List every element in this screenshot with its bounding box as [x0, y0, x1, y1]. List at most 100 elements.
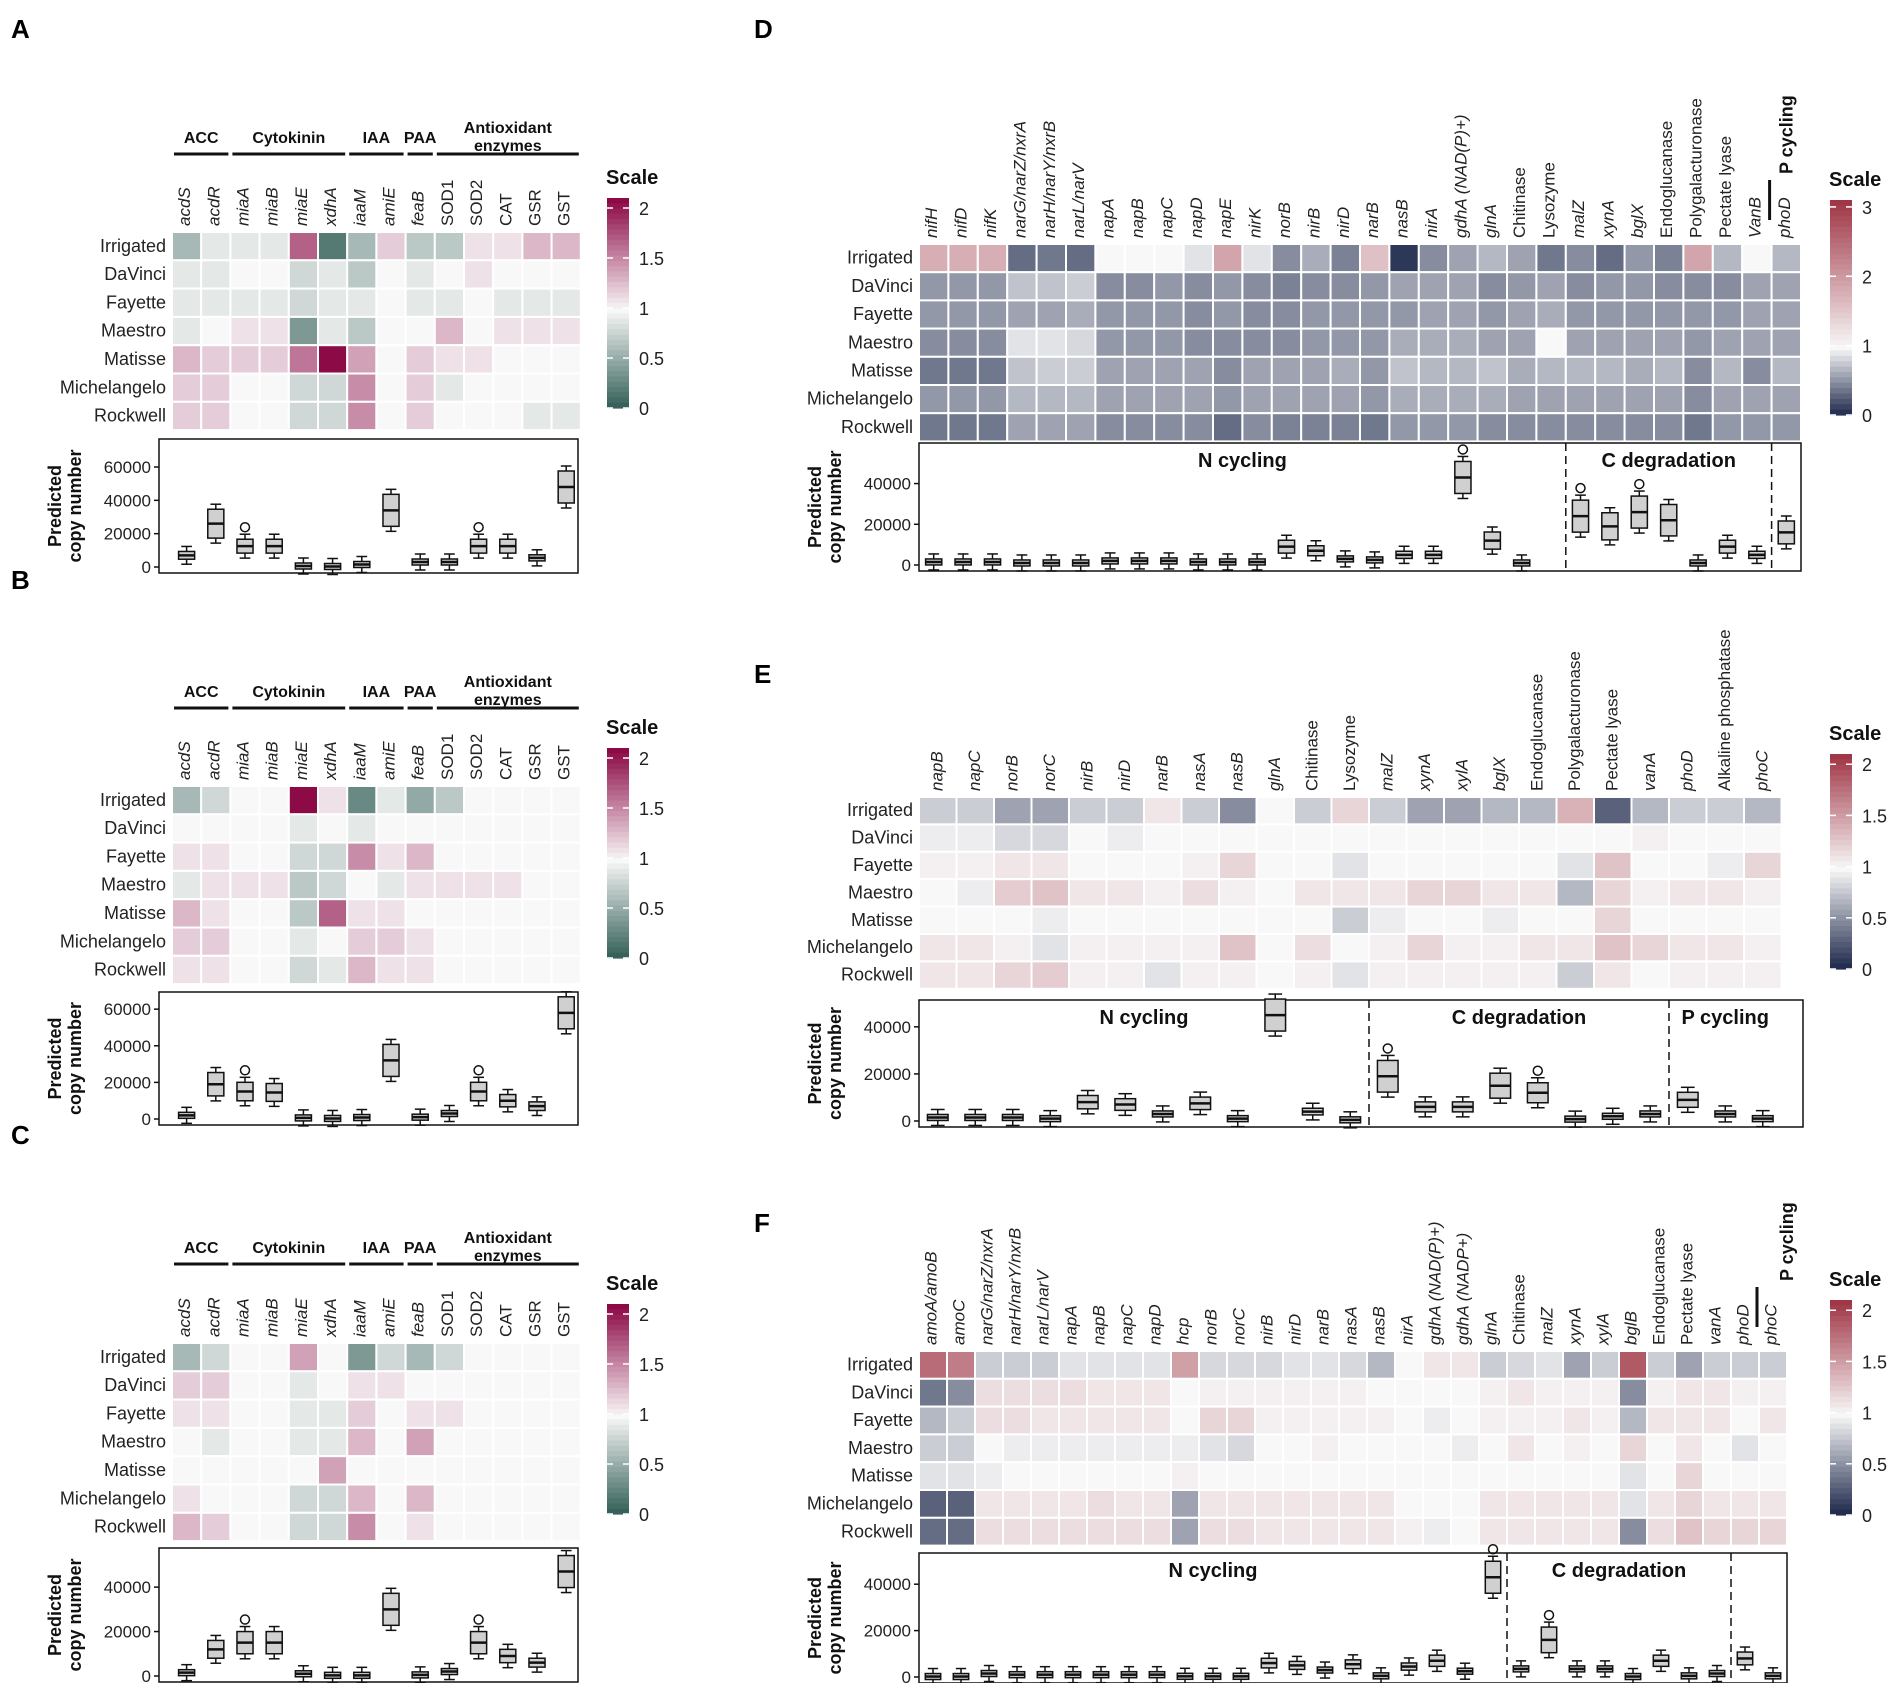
heat-cell [1218, 850, 1258, 881]
heat-cell [171, 372, 203, 403]
scale-swatch [1830, 764, 1852, 771]
scale-swatch [607, 1398, 629, 1405]
heat-cell [1535, 384, 1567, 415]
gene-label: napB [1128, 198, 1147, 238]
heat-cell [287, 869, 319, 901]
box [954, 553, 972, 571]
scale-tick-label: 1 [1862, 1404, 1872, 1424]
heat-cell [1478, 1516, 1508, 1547]
heat-cell [1114, 1461, 1144, 1491]
box [1512, 554, 1531, 572]
heat-cell [346, 400, 378, 432]
gene-label: narL/narV [1033, 1269, 1052, 1345]
scale-swatch [607, 816, 629, 823]
gene-label: phoC [1752, 750, 1771, 792]
scale-swatch [607, 748, 629, 754]
heat-cell [1030, 1516, 1060, 1547]
gene-label: xdhA [321, 187, 340, 227]
heat-cell [1368, 796, 1408, 826]
gene-label: vanA [1705, 1306, 1724, 1345]
gene-label: feaB [409, 1302, 428, 1337]
scale-swatch [607, 397, 629, 404]
heat-cell [1758, 1516, 1788, 1547]
heat-cell [1182, 327, 1214, 358]
heat-cell [1226, 1377, 1256, 1408]
heat-cell [521, 785, 553, 816]
heat-cell [976, 384, 1009, 415]
y-tick-label: 40000 [104, 1578, 151, 1597]
heat-cell [433, 344, 465, 375]
heat-cell [200, 869, 232, 901]
heat-cell [1226, 1405, 1256, 1436]
heat-cell [1255, 933, 1295, 963]
heat-cell [1366, 1433, 1396, 1464]
heat-cell [375, 1455, 407, 1486]
heat-cell [258, 259, 290, 290]
scale-swatch [1830, 1391, 1852, 1398]
heat-cell [1068, 796, 1108, 826]
scale-swatch [1830, 1450, 1852, 1457]
scale-swatch [1830, 1359, 1852, 1366]
box [1151, 1105, 1174, 1123]
heat-cell [521, 344, 553, 375]
heat-cell [993, 823, 1033, 853]
heat-cell [1270, 384, 1303, 415]
gene-label: nirD [1285, 1314, 1304, 1345]
heat-cell [258, 898, 290, 929]
scale-swatch [607, 863, 629, 870]
heat-cell [918, 299, 950, 330]
heat-cell [1068, 878, 1108, 908]
box [294, 557, 313, 575]
heat-cell [1058, 1489, 1088, 1519]
heat-cell [1212, 299, 1244, 330]
scale-swatch [607, 1477, 629, 1484]
heat-cell [1564, 271, 1597, 302]
heat-cell [1417, 243, 1450, 274]
scale-swatch [1830, 1337, 1852, 1344]
gene-label: nifD [952, 208, 971, 238]
heat-cell [1506, 1461, 1536, 1491]
scale-swatch [607, 1367, 629, 1373]
heat-cell [550, 926, 582, 957]
boxplot-frame [158, 438, 579, 574]
heat-cell [1068, 933, 1108, 963]
heat-cell [200, 1426, 232, 1458]
scale-swatch [607, 1340, 629, 1347]
heat-cell [229, 287, 261, 318]
gene-label: gdhA (NAD(P)+) [1451, 114, 1470, 238]
heat-cell [1212, 243, 1244, 274]
scale-swatch [1830, 307, 1852, 314]
heat-cell [1094, 355, 1126, 386]
heat-cell [1142, 1489, 1172, 1519]
heat-cell [550, 841, 582, 872]
scale-swatch [607, 334, 629, 341]
heat-cell [1366, 1461, 1396, 1491]
heat-cell [946, 1433, 976, 1464]
gene-label: nirD [1115, 760, 1134, 791]
scale-swatch [607, 250, 629, 257]
box [1264, 993, 1287, 1037]
heat-cell [1702, 1350, 1732, 1380]
heat-cell [404, 400, 436, 432]
scale-swatch [1830, 269, 1852, 276]
scale-swatch [607, 350, 629, 357]
heat-cell [550, 344, 582, 375]
heat-cell [200, 400, 232, 432]
scale-tick-label: 0.5 [1862, 909, 1887, 929]
gene-label: acdS [175, 1298, 194, 1337]
gene-label: xdhA [321, 741, 340, 781]
heat-cell [463, 344, 495, 375]
heat-cell [1506, 243, 1538, 274]
heat-cell [947, 412, 979, 443]
heat-cell [200, 785, 232, 816]
box [1451, 1096, 1474, 1118]
heat-cell [1002, 1489, 1032, 1519]
heat-cell [1711, 355, 1744, 386]
heat-cell [521, 1483, 553, 1514]
gene-label: nasB [1393, 199, 1412, 238]
heat-cell [1743, 878, 1783, 908]
heat-cell [1218, 905, 1258, 935]
scale-swatch [607, 1304, 629, 1310]
heat-cell [258, 1511, 290, 1543]
heat-cell [1623, 299, 1655, 330]
